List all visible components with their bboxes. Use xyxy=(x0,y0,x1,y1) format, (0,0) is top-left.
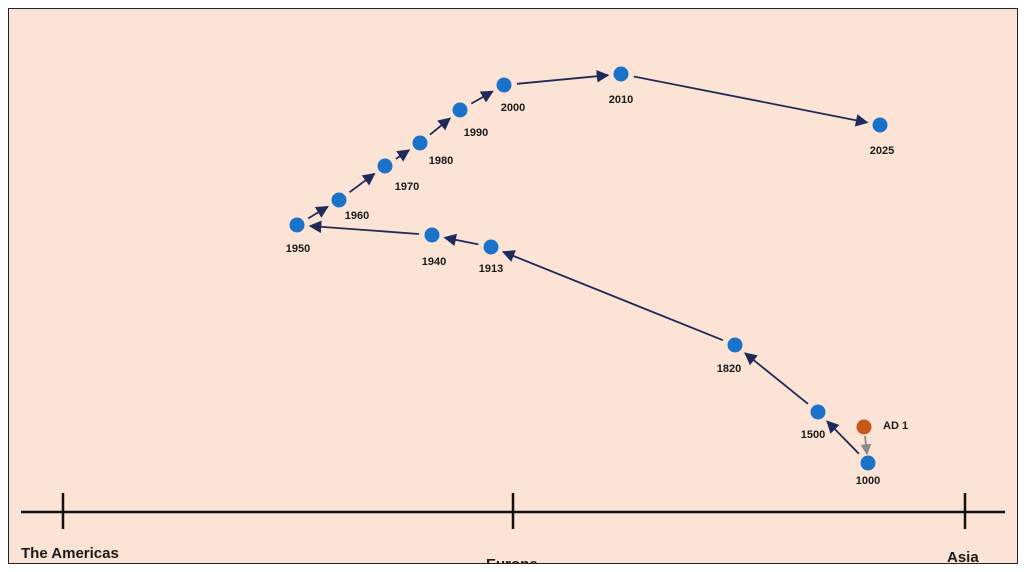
arrow-1500-to-1820 xyxy=(744,352,809,405)
point-1990 xyxy=(452,102,468,118)
point-label-1990: 1990 xyxy=(464,127,488,139)
arrow-1940-to-1950 xyxy=(308,220,420,235)
point-label-1970: 1970 xyxy=(395,181,419,193)
axis-label-europe: Europe xyxy=(486,556,538,564)
arrow-1950-to-1960 xyxy=(307,205,329,220)
arrow-1913-to-1940 xyxy=(443,233,479,247)
axis-label-asia: Asia xyxy=(947,549,979,564)
arrow-2010-to-2025 xyxy=(633,75,869,127)
point-1960 xyxy=(331,192,347,208)
diagram-frame: The Americas Europe Asia AD 1 1000 1500 182… xyxy=(8,8,1018,564)
center-of-gravity-diagram: The Americas Europe Asia AD 1 1000 1500 182… xyxy=(21,66,1005,564)
point-2025 xyxy=(872,117,888,133)
axis-label-americas: The Americas xyxy=(21,545,119,562)
point-group: AD 1 1000 1500 1820 1913 1940 1950 1960 1970 1980… xyxy=(286,66,908,487)
point-1980 xyxy=(412,135,428,151)
point-label-1950: 1950 xyxy=(286,243,310,255)
point-2000 xyxy=(496,77,512,93)
point-1940 xyxy=(424,227,440,243)
point-ad1 xyxy=(856,419,872,435)
point-1970 xyxy=(377,158,393,174)
point-1820 xyxy=(727,337,743,353)
arrow-1990-to-2000 xyxy=(470,90,494,105)
arrow-1820-to-1913 xyxy=(501,250,724,342)
arrow-ad1-to-1000 xyxy=(860,435,872,456)
point-label-1000: 1000 xyxy=(856,475,880,487)
point-1500 xyxy=(810,404,826,420)
point-label-1960: 1960 xyxy=(345,210,369,222)
point-label-1940: 1940 xyxy=(422,256,446,268)
arrow-1970-to-1980 xyxy=(395,149,411,162)
point-label-1500: 1500 xyxy=(801,429,825,441)
point-label-ad1: AD 1 xyxy=(883,420,908,432)
point-label-2010: 2010 xyxy=(609,94,633,106)
arrow-group xyxy=(307,69,872,456)
point-label-1820: 1820 xyxy=(717,363,741,375)
point-1913 xyxy=(483,239,499,255)
point-1950 xyxy=(289,217,305,233)
point-label-1980: 1980 xyxy=(429,155,453,167)
arrow-1980-to-1990 xyxy=(429,117,451,136)
point-label-1913: 1913 xyxy=(479,263,503,275)
point-1000 xyxy=(860,455,876,471)
point-label-2000: 2000 xyxy=(501,102,525,114)
arrow-1000-to-1500 xyxy=(826,420,860,455)
point-label-2025: 2025 xyxy=(870,145,894,157)
arrow-2000-to-2010 xyxy=(516,69,610,85)
point-2010 xyxy=(613,66,629,82)
arrow-1960-to-1970 xyxy=(348,172,376,194)
